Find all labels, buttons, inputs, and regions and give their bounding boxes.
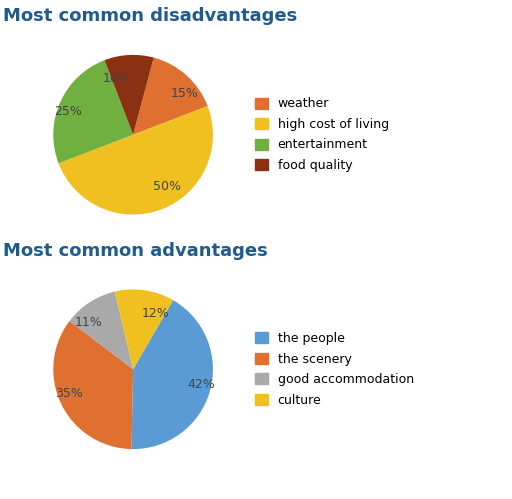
- Wedge shape: [104, 55, 154, 135]
- Text: 10%: 10%: [102, 72, 130, 85]
- Text: 35%: 35%: [55, 387, 83, 400]
- Text: 12%: 12%: [141, 307, 169, 320]
- Wedge shape: [58, 106, 213, 215]
- Text: Most common advantages: Most common advantages: [4, 242, 268, 259]
- Wedge shape: [53, 321, 133, 449]
- Wedge shape: [53, 60, 133, 163]
- Legend: the people, the scenery, good accommodation, culture: the people, the scenery, good accommodat…: [255, 332, 414, 407]
- Text: 50%: 50%: [153, 181, 181, 194]
- Text: 25%: 25%: [54, 105, 82, 118]
- Legend: weather, high cost of living, entertainment, food quality: weather, high cost of living, entertainm…: [255, 97, 389, 172]
- Wedge shape: [115, 289, 173, 369]
- Text: 15%: 15%: [170, 87, 198, 100]
- Text: 42%: 42%: [187, 378, 215, 391]
- Wedge shape: [132, 300, 213, 449]
- Text: 11%: 11%: [75, 316, 103, 329]
- Wedge shape: [70, 291, 133, 369]
- Text: Most common disadvantages: Most common disadvantages: [4, 7, 297, 25]
- Wedge shape: [133, 57, 208, 135]
